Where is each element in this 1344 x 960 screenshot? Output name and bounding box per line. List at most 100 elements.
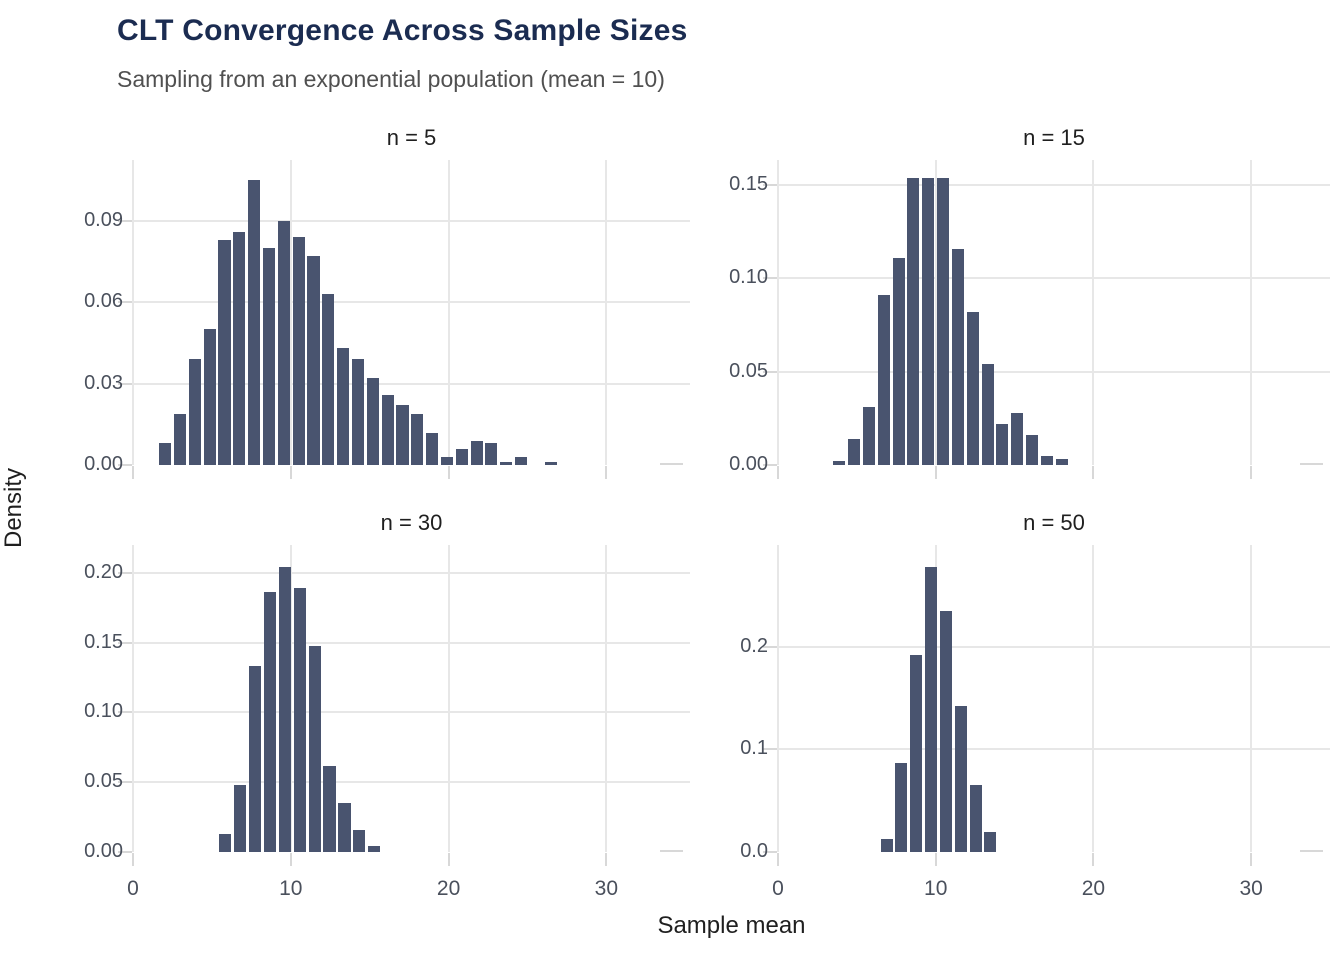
histogram-bar	[338, 803, 351, 852]
histogram-bar	[910, 655, 923, 852]
histogram-bar	[981, 364, 994, 465]
histogram-bar	[984, 831, 997, 852]
x-tick-label: 30	[1239, 877, 1263, 900]
histogram-bar	[907, 177, 920, 465]
y-tick-label: 0.1	[740, 737, 768, 760]
x-tick-mark	[605, 466, 608, 479]
x-tick-mark	[777, 853, 779, 866]
x-tick-mark	[1250, 853, 1253, 866]
x-tick-mark	[289, 466, 292, 479]
histogram-bar	[159, 443, 172, 465]
histogram-bar	[954, 706, 967, 852]
histogram-bar	[248, 180, 261, 465]
histogram-bar	[877, 295, 890, 465]
gridline	[132, 160, 134, 465]
gridline	[447, 545, 450, 852]
histogram-bar	[411, 413, 424, 465]
y-tick-label: 0.09	[84, 209, 123, 231]
x-tick-label: 10	[924, 877, 948, 900]
y-tick-label: 0.0	[740, 840, 768, 862]
x-tick-mark	[447, 853, 450, 866]
y-tick-label: 0.05	[729, 359, 768, 382]
gridline	[778, 277, 1330, 280]
histogram-bar	[278, 567, 291, 852]
x-tick-label: 10	[279, 877, 303, 900]
chart-title: CLT Convergence Across Sample Sizes	[117, 14, 688, 47]
histogram-bar	[966, 312, 979, 465]
histogram-bar	[500, 462, 513, 465]
x-tick-mark	[777, 466, 779, 479]
y-tick-mark	[763, 370, 777, 373]
gridline	[1092, 545, 1095, 852]
x-tick-label: 30	[594, 877, 619, 900]
histogram-bar	[515, 456, 528, 465]
facet-label: n = 50	[1023, 510, 1085, 535]
y-axis-title: Density	[0, 467, 27, 549]
histogram-bar	[848, 438, 861, 465]
histogram-bar	[263, 592, 276, 852]
histogram-bar	[292, 237, 305, 465]
y-tick-mark	[763, 851, 777, 853]
histogram-bar	[833, 461, 846, 465]
y-tick-mark	[118, 781, 132, 784]
gridline	[132, 545, 134, 852]
histogram-bar	[922, 177, 935, 465]
y-tick-label: 0.15	[84, 630, 123, 653]
y-tick-mark	[763, 645, 777, 648]
y-tick-label: 0.20	[84, 560, 123, 583]
histogram-bar	[337, 348, 350, 465]
y-tick-mark	[763, 184, 777, 187]
baseline-dash	[1300, 463, 1323, 465]
histogram-bar	[939, 611, 952, 852]
x-tick-mark	[289, 853, 292, 866]
x-tick-mark	[934, 466, 937, 479]
y-tick-mark	[118, 641, 132, 644]
y-tick-mark	[118, 464, 132, 466]
gridline	[133, 301, 690, 304]
gridline	[605, 160, 608, 465]
gridline	[133, 641, 690, 644]
baseline-dash	[660, 850, 683, 852]
baseline-dash	[660, 463, 683, 465]
gridline	[289, 160, 292, 465]
gridline	[777, 545, 779, 852]
histogram-bar	[470, 440, 483, 465]
x-tick-mark	[1092, 466, 1095, 479]
histogram-bar	[233, 785, 247, 852]
y-tick-mark	[118, 220, 132, 222]
gridline	[133, 220, 690, 222]
facet-label: n = 15	[1023, 125, 1085, 150]
histogram-bar	[307, 256, 320, 465]
gridline	[777, 160, 779, 465]
histogram-bar	[203, 329, 216, 465]
x-tick-label: 20	[1081, 877, 1106, 900]
histogram-bar	[892, 257, 905, 465]
histogram-bar	[440, 456, 453, 465]
histogram-bar	[353, 829, 366, 852]
gridline	[778, 645, 1330, 648]
histogram-bar	[1040, 455, 1053, 465]
x-tick-mark	[605, 853, 608, 866]
gridline	[934, 160, 937, 465]
x-tick-mark	[1092, 853, 1095, 866]
y-tick-label: 0.2	[740, 634, 768, 657]
gridline	[778, 184, 1330, 187]
gridline	[447, 160, 450, 465]
y-tick-label: 0.10	[84, 700, 123, 723]
histogram-bar	[366, 378, 379, 465]
histogram-bar	[544, 462, 557, 465]
facet-label: n = 30	[380, 510, 443, 535]
gridline	[1250, 160, 1253, 465]
histogram-bar	[262, 248, 276, 465]
x-tick-mark	[132, 466, 134, 479]
histogram-bar	[308, 645, 321, 852]
histogram-bar	[937, 177, 950, 465]
y-tick-mark	[763, 464, 777, 466]
histogram-bar	[188, 359, 201, 465]
histogram-bar	[218, 240, 231, 465]
y-tick-mark	[118, 382, 132, 385]
histogram-bar	[996, 424, 1009, 465]
gridline	[778, 748, 1330, 751]
gridline	[133, 571, 690, 574]
